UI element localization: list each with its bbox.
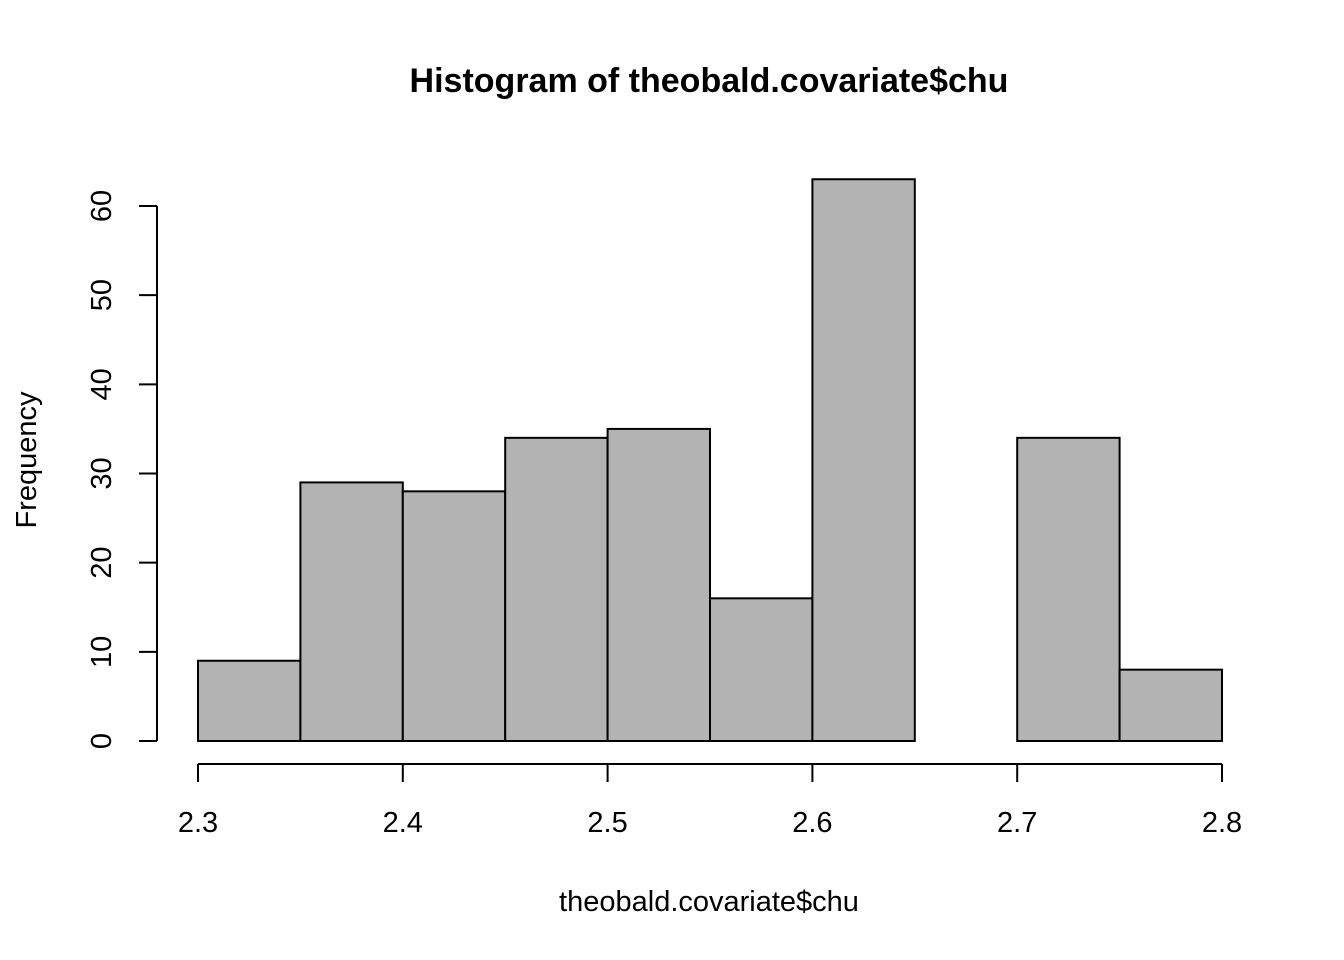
y-tick-label: 40 [86, 368, 118, 400]
x-tick-label: 2.6 [792, 807, 832, 839]
bars-layer [197, 178, 1223, 743]
y-tick-label: 0 [86, 733, 118, 749]
histogram-bar [606, 427, 711, 742]
histogram-bar [811, 178, 916, 742]
chart-title: Histogram of theobald.covariate$chu [410, 62, 1009, 100]
x-tick-label: 2.4 [383, 807, 423, 839]
histogram-bar [401, 490, 507, 743]
histogram-bar [299, 481, 404, 742]
x-tick-label: 2.3 [178, 807, 218, 839]
histogram-bar [1118, 668, 1223, 743]
y-tick-label: 20 [86, 547, 118, 579]
y-tick-label: 10 [86, 636, 118, 668]
histogram-bar [1016, 436, 1121, 742]
x-tick-label: 2.7 [997, 807, 1037, 839]
histogram-bar [709, 597, 814, 742]
y-axis-label: Frequency [11, 391, 43, 529]
histogram-bar [197, 659, 302, 742]
y-axis: 0 10 20 30 40 50 60 [86, 190, 158, 749]
x-tick-label: 2.5 [587, 807, 627, 839]
y-tick-label: 50 [86, 279, 118, 311]
y-tick-label: 30 [86, 457, 118, 489]
y-tick-label: 60 [86, 190, 118, 222]
histogram-bar [504, 436, 609, 742]
x-axis-label: theobald.covariate$chu [559, 886, 859, 918]
x-tick-label: 2.8 [1202, 807, 1242, 839]
x-axis: 2.3 2.4 2.5 2.6 2.7 2.8 [178, 763, 1242, 839]
